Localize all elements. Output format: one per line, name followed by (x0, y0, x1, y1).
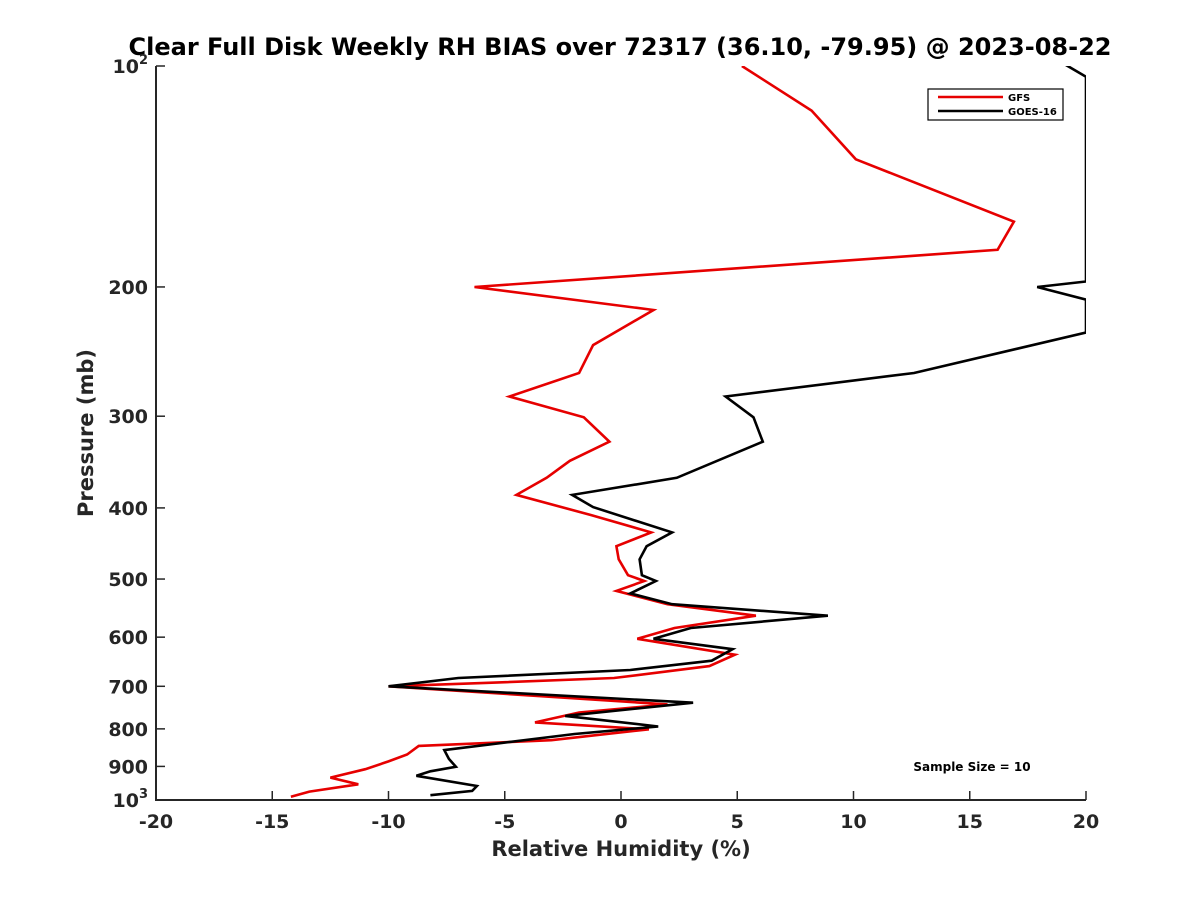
x-tick-label-4: 0 (614, 811, 627, 833)
y-tick-exponent-9: 3 (139, 787, 148, 802)
y-tick-label-6: 700 (108, 676, 148, 698)
x-tick-label-7: 15 (957, 811, 983, 833)
x-tick-label-5: 5 (731, 811, 744, 833)
y-tick-label-0: 102 (113, 53, 149, 78)
x-axis-label: Relative Humidity (%) (491, 837, 750, 861)
y-tick-label-7: 800 (108, 719, 148, 741)
series-layer (290, 66, 1086, 799)
y-axis-label: Pressure (mb) (74, 349, 98, 517)
x-tick-label-1: -15 (255, 811, 289, 833)
legend: GFS GOES-16 (927, 88, 1064, 121)
series-line-goes16 (388, 66, 1086, 797)
y-tick-label-3: 400 (108, 498, 148, 520)
y-tick-base-0: 10 (113, 56, 139, 78)
legend-label-gfs: GFS (1008, 93, 1030, 104)
y-tick-label-4: 500 (108, 569, 148, 591)
x-tick-label-2: -10 (371, 811, 405, 833)
y-tick-label-1: 200 (108, 277, 148, 299)
legend-box (927, 88, 1064, 121)
x-axis-ticks: -20 -15 -10 -5 0 5 10 15 20 (139, 791, 1099, 833)
chart-title: Clear Full Disk Weekly RH BIAS over 7231… (129, 33, 1112, 61)
x-tick-label-8: 20 (1073, 811, 1099, 833)
y-tick-label-5: 600 (108, 627, 148, 649)
legend-label-goes16: GOES-16 (1008, 107, 1057, 118)
x-tick-label-3: -5 (494, 811, 515, 833)
x-tick-label-0: -20 (139, 811, 173, 833)
y-tick-label-9: 103 (113, 787, 149, 812)
y-tick-exponent-0: 2 (139, 53, 148, 68)
y-tick-label-2: 300 (108, 406, 148, 428)
x-tick-label-6: 10 (840, 811, 866, 833)
y-tick-base-9: 10 (113, 790, 139, 812)
plot-area: -20 -15 -10 -5 0 5 10 15 20 10220030040050060070… (108, 53, 1099, 833)
sample-size-annotation: Sample Size = 10 (913, 760, 1030, 774)
y-tick-label-8: 900 (108, 756, 148, 778)
